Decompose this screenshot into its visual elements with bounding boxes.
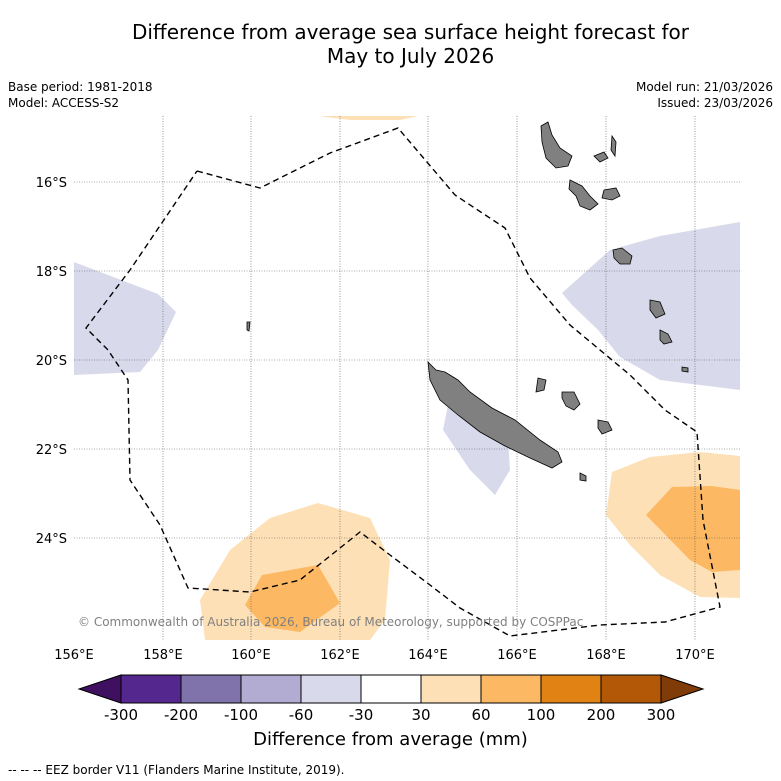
vanuatu-espiritu-santo bbox=[540, 121, 573, 169]
lon-label: 170°E bbox=[675, 648, 715, 663]
eez-border bbox=[85, 127, 721, 637]
colorbar-tick-label: -60 bbox=[289, 706, 314, 724]
colorbar-segment bbox=[480, 674, 542, 704]
anomaly-pos-30-north bbox=[318, 116, 418, 120]
title-line-2: May to July 2026 bbox=[326, 44, 495, 68]
colorbar-tick-label: 60 bbox=[471, 706, 490, 724]
vanuatu-island-2 bbox=[593, 151, 609, 163]
colorbar-tick-label: -300 bbox=[104, 706, 138, 724]
colorbar-title: Difference from average (mm) bbox=[253, 729, 528, 750]
colorbar-segment bbox=[120, 674, 182, 704]
lat-labels: 16°S 18°S 20°S 22°S 24°S bbox=[36, 176, 67, 547]
lon-label: 156°E bbox=[54, 648, 94, 663]
colorbar-tick-label: -30 bbox=[349, 706, 374, 724]
lon-label: 168°E bbox=[586, 648, 626, 663]
colorbar-segment bbox=[240, 674, 302, 704]
map-title: Difference from average sea surface heig… bbox=[40, 20, 781, 68]
colorbar-arrow-right bbox=[660, 674, 705, 704]
lat-label: 24°S bbox=[36, 532, 67, 547]
vanuatu-efate bbox=[612, 247, 633, 265]
lon-label: 158°E bbox=[143, 648, 183, 663]
vanuatu-malekula bbox=[568, 179, 599, 211]
loyalty-island-1 bbox=[535, 377, 547, 393]
lon-label: 164°E bbox=[408, 648, 448, 663]
meta-left: Base period: 1981-2018 Model: ACCESS-S2 bbox=[8, 79, 153, 111]
colorbar-tick-label: -200 bbox=[164, 706, 198, 724]
model-name: Model: ACCESS-S2 bbox=[8, 96, 120, 110]
anomaly-neg-30-west bbox=[74, 262, 176, 375]
colorbar-segment bbox=[540, 674, 602, 704]
landmasses bbox=[246, 121, 689, 482]
lon-label: 166°E bbox=[497, 648, 537, 663]
lat-label: 20°S bbox=[36, 354, 67, 369]
vanuatu-island-7 bbox=[649, 299, 666, 319]
title-line-1: Difference from average sea surface heig… bbox=[131, 20, 690, 44]
model-run: Model run: 21/03/2026 bbox=[635, 80, 773, 94]
colorbar-segment bbox=[180, 674, 242, 704]
colorbar-arrow-left bbox=[77, 674, 122, 704]
lon-labels: 156°E 158°E 160°E 162°E 164°E 166°E 168°… bbox=[54, 648, 715, 663]
lat-label: 18°S bbox=[36, 265, 67, 280]
isle-of-pines bbox=[579, 472, 587, 482]
loyalty-island-lifou bbox=[561, 391, 581, 411]
eez-footnote: -- -- -- EEZ border V11 (Flanders Marine… bbox=[8, 763, 345, 777]
gridlines bbox=[74, 116, 740, 640]
anomaly-neg-30-center bbox=[443, 405, 510, 495]
meta-right: Model run: 21/03/2026 Issued: 23/03/2026 bbox=[636, 79, 773, 111]
issued-date: Issued: 23/03/2026 bbox=[657, 96, 773, 110]
colorbar-tick-label: -100 bbox=[224, 706, 258, 724]
lat-label: 22°S bbox=[36, 443, 67, 458]
colorbar-tick-label: 30 bbox=[411, 706, 430, 724]
colorbar-tick-label: 200 bbox=[587, 706, 616, 724]
vanuatu-island-9 bbox=[681, 366, 689, 373]
base-period: Base period: 1981-2018 bbox=[8, 80, 153, 94]
colorbar-segment bbox=[360, 674, 422, 704]
colorbar-segment bbox=[300, 674, 362, 704]
vanuatu-island-3 bbox=[610, 134, 617, 158]
lat-label: 16°S bbox=[36, 176, 67, 191]
small-island-west bbox=[246, 321, 251, 332]
colorbar-segment bbox=[420, 674, 482, 704]
anomaly-pos-60-southwest bbox=[245, 565, 340, 632]
loyalty-island-mare bbox=[597, 419, 613, 435]
anomaly-pos-60-southeast bbox=[646, 486, 740, 572]
map-area: © Commonwealth of Australia 2026, Bureau… bbox=[74, 116, 740, 640]
copyright-notice: © Commonwealth of Australia 2026, Bureau… bbox=[78, 615, 583, 629]
lon-label: 160°E bbox=[231, 648, 271, 663]
colorbar-tick-label: 100 bbox=[527, 706, 556, 724]
colorbar: -300 -200 -100 -60 -30 30 60 100 200 300 bbox=[77, 674, 705, 724]
colorbar-segment bbox=[600, 674, 662, 704]
vanuatu-island-8 bbox=[659, 329, 673, 345]
vanuatu-island-5 bbox=[601, 187, 621, 201]
new-caledonia bbox=[427, 360, 563, 469]
colorbar-tick-label: 300 bbox=[647, 706, 676, 724]
lon-label: 162°E bbox=[320, 648, 360, 663]
